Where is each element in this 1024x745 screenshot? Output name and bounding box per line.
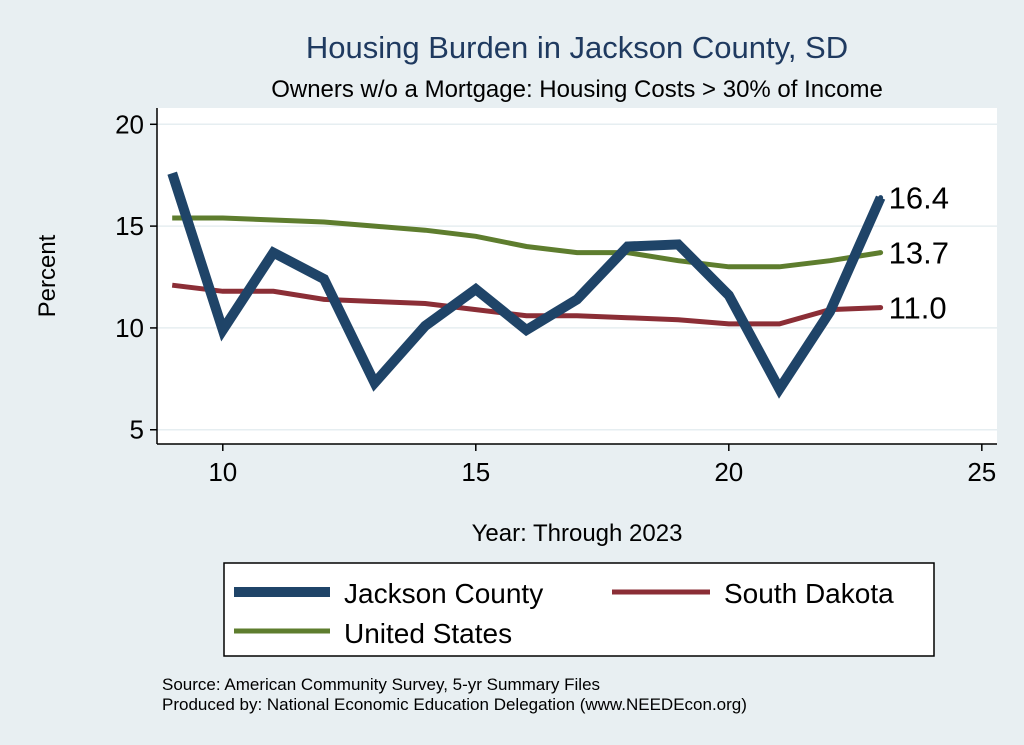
x-tick-label: 15 bbox=[461, 457, 490, 487]
legend: Jackson County South Dakota United State… bbox=[223, 562, 935, 657]
chart-title: Housing Burden in Jackson County, SD bbox=[306, 30, 848, 65]
y-axis-label: Percent bbox=[34, 234, 61, 317]
end-label-south-dakota: 11.0 bbox=[889, 291, 947, 326]
x-axis-label: Year: Through 2023 bbox=[472, 520, 683, 547]
series-line-united-states bbox=[172, 215, 881, 270]
legend-label-united-states: United States bbox=[344, 618, 512, 649]
end-point-united-states bbox=[878, 250, 884, 256]
series-line-jackson-county bbox=[167, 171, 886, 399]
legend-label-jackson-county: Jackson County bbox=[344, 578, 543, 609]
plot-area bbox=[157, 108, 997, 444]
end-point-south-dakota bbox=[878, 305, 884, 311]
series-line-south-dakota bbox=[171, 282, 881, 327]
end-labels: 16.4 11.0 13.7 bbox=[889, 181, 949, 326]
chart-subtitle: Owners w/o a Mortgage: Housing Costs > 3… bbox=[271, 76, 883, 103]
gridlines bbox=[157, 123, 997, 431]
x-tick-label: 20 bbox=[714, 457, 743, 487]
x-tick-label: 10 bbox=[208, 457, 237, 487]
legend-box bbox=[223, 562, 935, 657]
producer-note: Produced by: National Economic Education… bbox=[162, 695, 747, 714]
y-tick-label: 10 bbox=[115, 313, 144, 343]
legend-label-south-dakota: South Dakota bbox=[724, 578, 894, 609]
series-lines bbox=[167, 171, 886, 399]
end-label-jackson-county: 16.4 bbox=[889, 181, 949, 216]
y-tick-label: 15 bbox=[115, 211, 144, 241]
end-label-united-states: 13.7 bbox=[889, 236, 949, 271]
y-tick-label: 20 bbox=[115, 109, 144, 139]
end-point-jackson-county bbox=[878, 195, 884, 201]
source-note: Source: American Community Survey, 5-yr … bbox=[162, 675, 600, 694]
y-tick-label: 5 bbox=[130, 415, 144, 445]
axes: 5 10 15 20 10 15 20 25 bbox=[115, 108, 997, 487]
x-tick-label: 25 bbox=[967, 457, 996, 487]
